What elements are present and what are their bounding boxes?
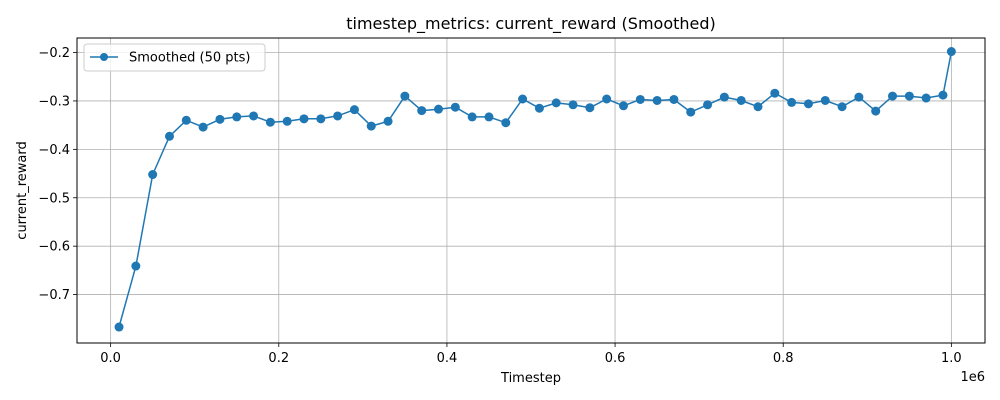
data-point bbox=[837, 102, 847, 112]
data-point bbox=[164, 131, 174, 141]
data-point bbox=[904, 91, 914, 101]
x-tick-label: 0.4 bbox=[437, 351, 458, 366]
data-point bbox=[131, 261, 141, 271]
y-axis-label: current_reward bbox=[15, 141, 30, 239]
data-point bbox=[467, 112, 477, 122]
data-point bbox=[753, 102, 763, 112]
data-point bbox=[669, 94, 679, 104]
y-tick-label: −0.6 bbox=[38, 240, 70, 255]
data-point bbox=[871, 106, 881, 116]
y-tick-label: −0.2 bbox=[38, 46, 70, 61]
y-tick-label: −0.5 bbox=[38, 191, 70, 206]
data-point bbox=[114, 322, 124, 332]
data-point bbox=[585, 103, 595, 113]
data-point bbox=[282, 116, 292, 126]
data-point bbox=[501, 118, 511, 128]
x-tick-label: 0.6 bbox=[605, 351, 626, 366]
legend-box bbox=[83, 43, 266, 72]
data-point bbox=[518, 94, 528, 104]
data-point bbox=[686, 107, 696, 117]
axis-ticks: 0.0 0.2 0.4 0.6 0.8 1.0 −0.7 −0.6 −0.5 −0.4 −0.3 −0… bbox=[38, 46, 961, 366]
data-point bbox=[333, 111, 343, 121]
data-point bbox=[417, 106, 427, 116]
data-point bbox=[181, 115, 191, 125]
x-tick-label: 0.0 bbox=[100, 351, 121, 366]
data-point bbox=[534, 103, 544, 113]
data-point bbox=[265, 117, 275, 127]
data-point bbox=[366, 121, 376, 131]
data-point bbox=[602, 94, 612, 104]
data-point bbox=[215, 114, 225, 124]
data-point bbox=[618, 101, 628, 111]
data-point bbox=[434, 104, 444, 114]
x-axis-label: Timestep bbox=[500, 371, 561, 386]
grid-lines bbox=[77, 38, 985, 343]
y-tick-label: −0.4 bbox=[38, 143, 70, 158]
data-point bbox=[148, 170, 158, 180]
chart-title: timestep_metrics: current_reward (Smooth… bbox=[346, 14, 716, 34]
data-point bbox=[703, 100, 713, 110]
data-point bbox=[349, 105, 359, 115]
y-tick-label: −0.7 bbox=[38, 288, 70, 303]
x-tick-label: 1.0 bbox=[941, 351, 962, 366]
data-point bbox=[400, 91, 410, 101]
x-tick-label: 0.2 bbox=[268, 351, 289, 366]
data-point bbox=[652, 95, 662, 105]
plot-frame bbox=[76, 37, 986, 344]
data-point bbox=[736, 95, 746, 105]
data-point bbox=[232, 112, 242, 122]
data-point bbox=[719, 92, 729, 102]
data-point bbox=[938, 90, 948, 100]
data-point bbox=[450, 102, 460, 112]
data-point bbox=[946, 47, 956, 57]
data-point bbox=[568, 100, 578, 110]
data-point bbox=[921, 93, 931, 103]
legend-entry-label: Smoothed (50 pts) bbox=[129, 51, 250, 66]
data-point bbox=[551, 98, 561, 108]
data-point bbox=[198, 122, 208, 132]
legend-marker-swatch bbox=[100, 53, 108, 61]
data-point bbox=[635, 94, 645, 104]
legend: Smoothed (50 pts) bbox=[83, 43, 266, 72]
data-point bbox=[854, 92, 864, 102]
data-point bbox=[820, 95, 830, 105]
data-point bbox=[787, 97, 797, 107]
data-point bbox=[770, 88, 780, 98]
data-point bbox=[299, 114, 309, 124]
x-tick-label: 0.8 bbox=[773, 351, 794, 366]
y-tick-label: −0.3 bbox=[38, 94, 70, 109]
x-axis-offset-label: 1e6 bbox=[960, 370, 985, 385]
data-point bbox=[888, 91, 898, 101]
data-point bbox=[249, 111, 259, 121]
data-point bbox=[383, 116, 393, 126]
series-markers bbox=[114, 47, 956, 332]
data-point bbox=[803, 99, 813, 109]
data-point bbox=[484, 112, 494, 122]
data-point bbox=[316, 114, 326, 124]
